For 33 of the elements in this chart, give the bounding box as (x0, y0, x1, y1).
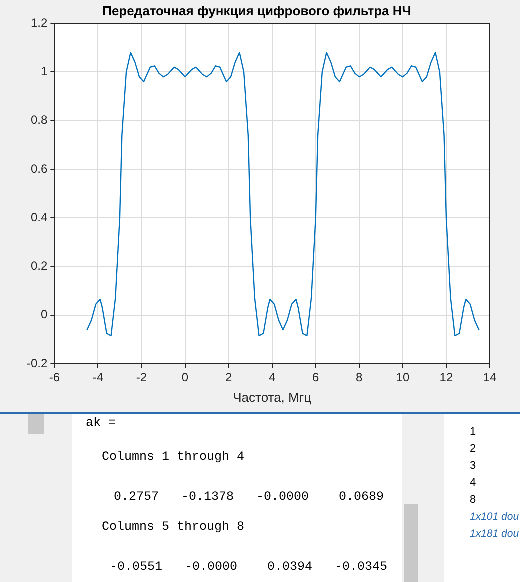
y-tick-label: 0.4 (30, 210, 48, 224)
x-tick-label: -2 (136, 370, 148, 385)
y-tick-label: 0.2 (30, 259, 48, 274)
text: Columns 1 through 4 (102, 450, 245, 464)
y-tick-label: 0.8 (30, 113, 48, 128)
y-tick-label: 1 (40, 64, 48, 79)
text: 3 (470, 460, 476, 472)
text: 0.2757 -0.1378 -0.0000 0.0689 (114, 490, 384, 504)
text: ak = (86, 416, 116, 430)
x-tick-label: 0 (182, 370, 189, 385)
x-tick-label: 14 (483, 370, 497, 385)
y-tick-label: 1.2 (30, 16, 48, 30)
x-axis-title: Частота, Мгц (233, 390, 312, 405)
x-tick-label: 10 (396, 370, 410, 385)
x-tick-label: 4 (268, 370, 276, 385)
y-tick-label: 0 (40, 308, 48, 322)
x-tick-label: 8 (356, 370, 364, 385)
y-tick-label: 0.6 (30, 162, 48, 176)
text: 1x101 dou (470, 511, 520, 523)
x-tick-label: -6 (49, 370, 60, 385)
text: 1 (470, 426, 476, 438)
text: 1x181 dou (470, 528, 520, 540)
text: 8 (470, 494, 476, 506)
text: Columns 5 through 8 (102, 520, 245, 534)
text: -0.0551 -0.0000 0.0394 -0.0345 (110, 560, 388, 574)
text: 4 (470, 477, 476, 489)
text: 2 (470, 443, 476, 455)
x-tick-label: 6 (312, 370, 320, 385)
x-tick-label: -4 (92, 370, 104, 385)
x-tick-label: 12 (440, 370, 454, 385)
chart-title: Передаточная функция цифрового фильтра НЧ (102, 3, 412, 18)
y-tick-label: -0.2 (26, 356, 48, 370)
x-tick-label: 2 (225, 370, 232, 385)
